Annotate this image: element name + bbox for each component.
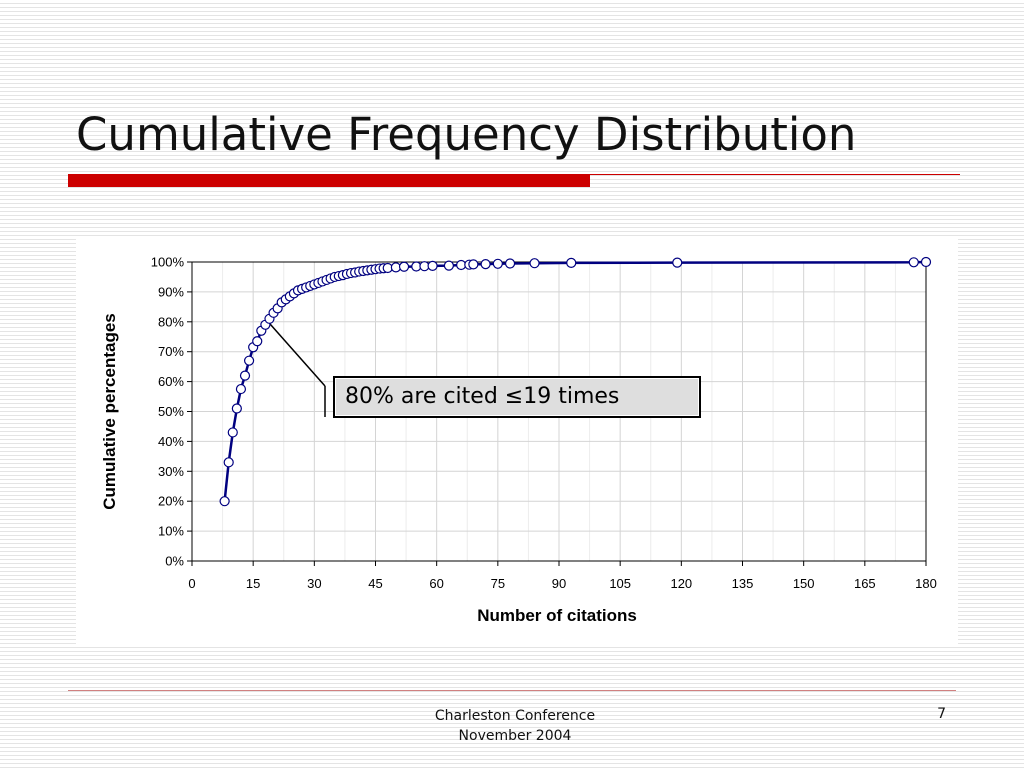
data-point — [566, 257, 577, 268]
data-point — [398, 261, 410, 272]
footer-conference: Charleston Conference — [434, 708, 596, 724]
data-point — [529, 258, 540, 269]
x-tick-label: 90 — [552, 576, 566, 591]
x-tick-label: 75 — [491, 576, 505, 591]
x-tick-label: 60 — [429, 576, 443, 591]
data-point — [227, 427, 238, 438]
callout-leader-line — [264, 318, 326, 387]
y-tick-label: 60% — [158, 374, 184, 389]
chart-panel: 0% 10% 20% 30% 40% 50% 60% 70% 80% 90% 100% 0 15 30 45… — [76, 237, 958, 647]
data-point — [427, 260, 438, 271]
y-tick-label: 100% — [151, 255, 185, 270]
y-tick-label: 70% — [158, 344, 184, 359]
title-underline-thin — [590, 174, 960, 175]
data-point — [231, 403, 242, 414]
data-point — [235, 383, 247, 395]
data-point — [223, 457, 234, 468]
data-point — [239, 370, 251, 381]
y-tick-label: 80% — [158, 314, 184, 329]
x-tick-label: 0 — [188, 576, 195, 591]
cumulative-frequency-chart: 0% 10% 20% 30% 40% 50% 60% 70% 80% 90% 100% 0 15 30 45… — [100, 255, 937, 626]
y-tick-label: 10% — [158, 524, 184, 539]
x-tick-label: 150 — [793, 576, 815, 591]
data-point — [243, 355, 255, 366]
data-point — [672, 257, 683, 268]
x-tick-label: 105 — [609, 576, 631, 591]
x-tick-label: 135 — [732, 576, 754, 591]
x-tick-label: 180 — [915, 576, 937, 591]
slide-title: Cumulative Frequency Distribution — [76, 108, 857, 161]
x-tick-label: 30 — [307, 576, 321, 591]
x-tick-label: 165 — [854, 576, 876, 591]
footer-text: Charleston Conference November 2004 — [390, 706, 640, 746]
callout-text: 80% are cited ≤19 times — [345, 384, 620, 409]
data-point — [492, 258, 503, 269]
y-tick-label: 0% — [165, 554, 184, 569]
y-tick-label: 30% — [158, 464, 184, 479]
page-number: 7 — [937, 706, 946, 722]
title-underline-accent — [68, 174, 590, 187]
data-point — [468, 259, 479, 270]
data-point — [219, 496, 230, 507]
footer-date: November 2004 — [458, 728, 572, 744]
y-tick-label: 90% — [158, 284, 184, 299]
callout-box: 80% are cited ≤19 times — [333, 376, 701, 418]
data-point — [480, 258, 491, 270]
y-tick-label: 20% — [158, 494, 184, 509]
y-tick-label: 40% — [158, 434, 184, 449]
footer-rule — [68, 690, 956, 691]
data-point — [920, 256, 932, 268]
x-axis-title: Number of citations — [477, 606, 637, 625]
data-point — [908, 257, 919, 268]
x-tick-label: 45 — [368, 576, 382, 591]
y-axis-title: Cumulative percentages — [100, 313, 119, 510]
y-tick-label: 50% — [158, 404, 184, 419]
data-point — [443, 260, 454, 271]
x-tick-label: 120 — [670, 576, 692, 591]
data-point — [504, 258, 516, 269]
data-point — [252, 336, 263, 347]
x-tick-label: 15 — [246, 576, 260, 591]
